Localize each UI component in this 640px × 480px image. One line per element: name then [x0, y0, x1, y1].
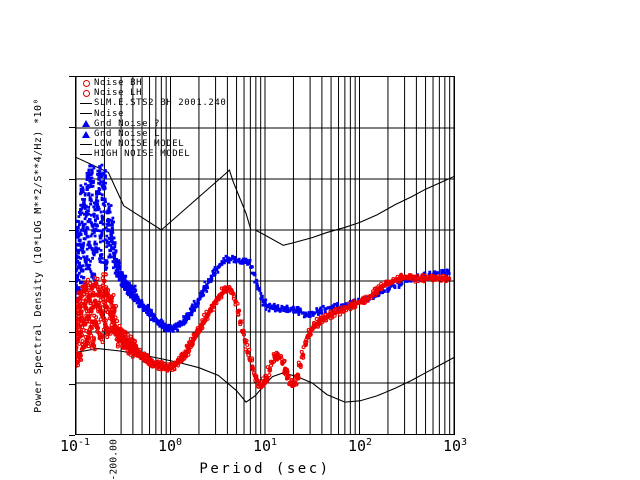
legend-triangle-icon: [78, 129, 94, 139]
y-tick-mark: [69, 383, 75, 385]
x-tick-label: 103: [442, 437, 468, 455]
legend-circle-icon: [78, 88, 94, 98]
x-tick-label: 101: [252, 437, 278, 455]
series-gnd-noise-l: [260, 273, 449, 385]
legend-item: HIGH NOISE MODEL: [78, 149, 226, 159]
series-low-noise-model: [76, 348, 454, 403]
legend-item: SLM.E.STS2 BH 2001.240: [78, 98, 226, 108]
legend-item: LOW NOISE MODEL: [78, 139, 226, 149]
y-tick-mark: [69, 435, 75, 436]
legend-item: Noise LH: [78, 88, 226, 98]
legend-label: Noise BH: [94, 78, 143, 88]
legend-label: LOW NOISE MODEL: [94, 139, 185, 150]
y-tick-mark: [69, 76, 75, 77]
legend-triangle-icon: [78, 119, 94, 129]
noise-model-curves: [76, 156, 454, 403]
legend: Noise BH Noise LH SLM.E.STS2 BH 2001.240 No…: [78, 78, 226, 160]
legend-label: HIGH NOISE MODEL: [94, 149, 191, 160]
y-tick-mark: [69, 281, 75, 283]
legend-label: Gnd Noise L: [94, 128, 161, 139]
y-tick-mark: [69, 127, 75, 129]
legend-dash-icon: [78, 139, 94, 149]
x-tick-label: 100: [157, 437, 183, 455]
plot-area[interactable]: [75, 76, 455, 435]
legend-label: Noise: [94, 108, 125, 119]
legend-item: Gnd Noise ?: [78, 119, 226, 129]
x-tick-label: 10-1: [59, 437, 91, 455]
legend-circle-icon: [78, 78, 94, 88]
y-tick-mark: [69, 332, 75, 334]
y-tick-mark: [69, 229, 75, 231]
x-axis-label: Period (sec): [199, 461, 331, 477]
legend-item: Gnd Noise L: [78, 129, 226, 139]
legend-item: Noise BH: [78, 78, 226, 88]
legend-item: Noise: [78, 109, 226, 119]
legend-label: Noise LH: [94, 88, 143, 99]
x-tick-label: 102: [347, 437, 373, 455]
data-points-layer: [76, 163, 452, 390]
series-high-noise-model: [76, 156, 454, 246]
legend-dash-icon: [78, 98, 94, 108]
legend-label: SLM.E.STS2 BH 2001.240: [94, 98, 227, 109]
legend-label: Gnd Noise ?: [94, 118, 161, 129]
y-tick-mark: [69, 178, 75, 180]
y-axis-label: Power Spectral Density (10*LOG M**2/S**4…: [33, 98, 44, 413]
legend-dash-icon: [78, 109, 94, 119]
legend-dash-icon: [78, 149, 94, 159]
series-noise-bh: [76, 163, 451, 333]
